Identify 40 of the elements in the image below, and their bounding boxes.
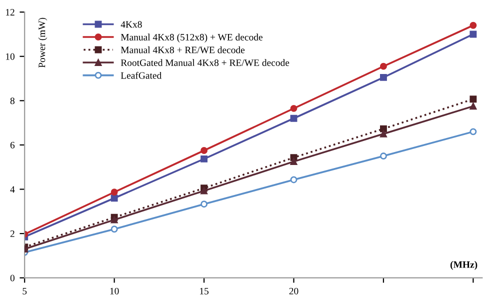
point — [110, 194, 118, 202]
point — [470, 22, 477, 29]
legend-label: RootGated Manual 4Kx8 + RE/WE decode — [120, 59, 290, 66]
legend-label: Manual 4Kx8 (512x8) + WE decode — [120, 34, 262, 42]
point — [110, 188, 118, 196]
x-axis-title: (MHz) — [450, 261, 478, 270]
point — [110, 226, 118, 233]
y-tick-label: 8 — [10, 98, 15, 104]
point — [380, 62, 387, 70]
point — [290, 158, 298, 166]
point — [470, 96, 477, 103]
point — [200, 147, 208, 154]
y-tick-label: 4 — [10, 186, 15, 193]
point — [470, 128, 477, 136]
point — [380, 125, 387, 132]
point — [200, 200, 208, 208]
point — [380, 152, 387, 160]
legend-label: Manual 4Kx8 + RE/WE decode — [120, 46, 245, 54]
y-tick-label: 0 — [10, 274, 15, 282]
legend-label: 4Kx8 — [120, 21, 142, 28]
y-axis-title: Power (mW) — [38, 18, 48, 68]
point — [290, 104, 298, 112]
y-tick-label: 10 — [6, 53, 15, 60]
x-tick-label: 10 — [110, 288, 119, 294]
x-tick-label: 15 — [200, 288, 209, 294]
x-tick-label: 20 — [289, 288, 298, 294]
point — [380, 130, 387, 138]
point — [470, 30, 477, 38]
point — [290, 176, 298, 184]
y-tick-label: 12 — [6, 9, 14, 16]
point — [200, 187, 208, 194]
point — [200, 155, 208, 162]
y-tick-label: 6 — [10, 142, 15, 148]
point — [290, 114, 298, 122]
point — [110, 216, 118, 224]
point — [470, 102, 477, 110]
y-tick-label: 2 — [10, 230, 14, 237]
legend-label: LeafGated — [120, 72, 162, 79]
x-tick-label: 5 — [22, 288, 27, 294]
point — [380, 74, 387, 81]
